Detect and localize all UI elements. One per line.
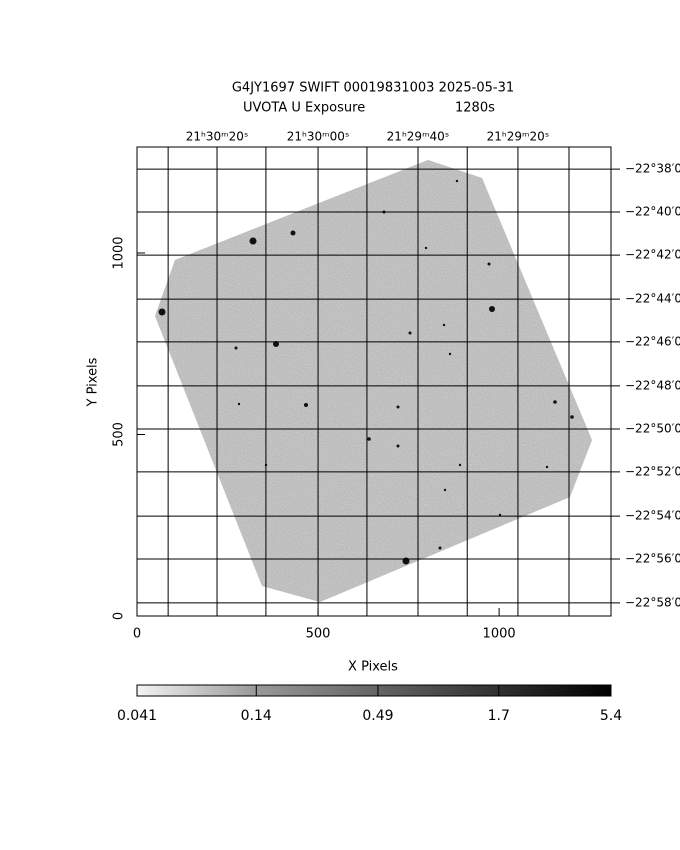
x-tick-label: 1000 (483, 627, 516, 642)
x-axis-label: X Pixels (348, 660, 398, 675)
ra-tick-label: 21ʰ29ᵐ20ˢ (487, 130, 550, 144)
colorbar-tick-label: 0.49 (362, 708, 393, 724)
dec-tick-label: −22°54′0 (625, 509, 680, 523)
colorbar-tick-label: 0.14 (241, 708, 272, 724)
dec-tick-label: −22°44′0 (625, 292, 680, 306)
dec-tick-label: −22°46′0 (625, 334, 680, 348)
exposure-time: 1280s (455, 101, 495, 116)
dec-tick-label: −22°50′0 (625, 422, 680, 436)
dec-tick-label: −22°40′0 (625, 204, 680, 218)
y-tick-label: 0 (112, 612, 127, 620)
chart-title: G4JY1697 SWIFT 00019831003 2025-05-31 (232, 81, 514, 96)
x-tick-label: 500 (306, 627, 331, 642)
dec-tick-label: −22°48′0 (625, 378, 680, 392)
colorbar-tick-label: 1.7 (488, 708, 510, 724)
stars (158, 179, 574, 565)
noise (155, 160, 592, 602)
dec-tick-label: −22°38′0 (625, 162, 680, 176)
colorbar-tick-label: 5.4 (600, 708, 622, 724)
colorbar (136, 684, 612, 697)
chart-subtitle: UVOTA U Exposure (243, 101, 365, 116)
y-tick-label: 500 (112, 422, 127, 447)
y-axis-label: Y Pixels (86, 357, 101, 407)
exposure-image (155, 160, 592, 602)
dec-tick-label: −22°52′0 (625, 464, 680, 478)
x-tick-label: 0 (133, 627, 141, 642)
y-tick-label: 1000 (112, 236, 127, 269)
dec-tick-label: −22°56′0 (625, 552, 680, 566)
ra-tick-label: 21ʰ30ᵐ00ˢ (287, 130, 350, 144)
ra-tick-label: 21ʰ30ᵐ20ˢ (186, 130, 249, 144)
ra-tick-label: 21ʰ29ᵐ40ˢ (387, 130, 450, 144)
dec-tick-label: −22°42′0 (625, 248, 680, 262)
plot-frame (136, 146, 612, 617)
colorbar-tick-label: 0.041 (117, 708, 157, 724)
dec-tick-label: −22°58′0 (625, 595, 680, 609)
